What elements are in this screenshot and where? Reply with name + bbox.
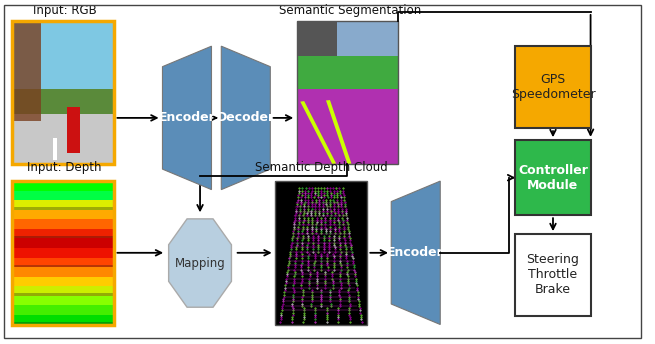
FancyBboxPatch shape xyxy=(515,140,591,215)
Bar xyxy=(12,305,114,315)
Text: GPS
Speedometer: GPS Speedometer xyxy=(511,73,595,101)
Bar xyxy=(12,257,114,267)
Bar xyxy=(12,228,114,238)
Bar xyxy=(12,314,114,324)
Bar xyxy=(297,21,398,56)
Bar xyxy=(12,286,114,296)
Polygon shape xyxy=(391,181,440,324)
Bar xyxy=(12,247,114,258)
Bar xyxy=(12,21,114,89)
Bar xyxy=(12,190,114,200)
Bar xyxy=(12,21,41,121)
Text: Controller
Module: Controller Module xyxy=(518,164,588,192)
Text: Encoder: Encoder xyxy=(159,111,215,125)
Bar xyxy=(12,322,114,324)
Bar xyxy=(297,89,398,164)
Text: Semantic Segmentation: Semantic Segmentation xyxy=(279,4,422,17)
Bar xyxy=(12,180,114,191)
Bar xyxy=(12,114,114,164)
Bar xyxy=(300,101,336,164)
Bar xyxy=(337,21,398,56)
Bar xyxy=(12,89,114,114)
Text: Decoder: Decoder xyxy=(217,111,275,125)
FancyBboxPatch shape xyxy=(515,234,591,316)
Bar xyxy=(67,107,81,152)
Bar xyxy=(12,276,114,286)
Bar xyxy=(12,200,114,210)
Bar xyxy=(326,100,352,164)
Text: Input: RGB: Input: RGB xyxy=(33,4,97,17)
Bar xyxy=(12,207,114,210)
Bar xyxy=(275,181,367,324)
Bar xyxy=(12,219,114,229)
Text: Semantic Depth Cloud: Semantic Depth Cloud xyxy=(255,161,387,174)
Bar xyxy=(12,265,114,267)
Text: Mapping: Mapping xyxy=(175,257,225,270)
Bar xyxy=(12,236,114,238)
Bar xyxy=(53,138,57,160)
Bar xyxy=(12,295,114,305)
Text: Input: Depth: Input: Depth xyxy=(28,161,102,174)
Bar xyxy=(297,56,398,89)
Bar xyxy=(12,267,114,277)
Bar xyxy=(12,293,114,296)
Polygon shape xyxy=(221,46,271,190)
Text: Steering
Throttle
Brake: Steering Throttle Brake xyxy=(527,254,580,297)
Text: Encoder: Encoder xyxy=(387,246,444,259)
Polygon shape xyxy=(162,46,212,190)
FancyBboxPatch shape xyxy=(515,46,591,128)
Polygon shape xyxy=(168,219,231,307)
Bar xyxy=(12,209,114,219)
Bar xyxy=(12,238,114,248)
